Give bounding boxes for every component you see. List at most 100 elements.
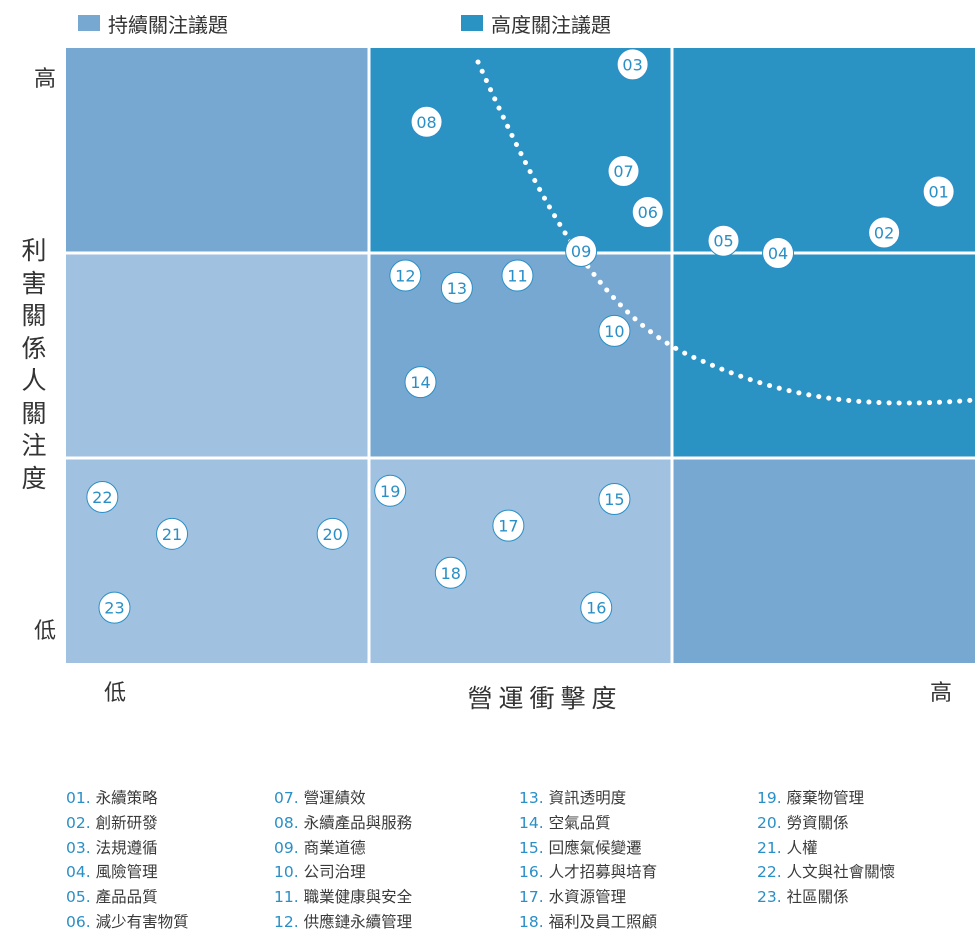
issue-marker-circle bbox=[492, 509, 525, 542]
issue-list-item: 01. 永續策略 bbox=[66, 786, 189, 811]
issue-marker-03: 03 bbox=[616, 48, 649, 81]
issue-marker-06: 06 bbox=[631, 196, 664, 228]
issue-marker-circle bbox=[410, 105, 443, 138]
issue-marker-label: 10 bbox=[604, 322, 624, 341]
issue-list-text: 社區關係 bbox=[786, 888, 849, 907]
matrix-cell-concern-high-impact-high bbox=[673, 48, 975, 252]
issue-marker-02: 02 bbox=[868, 216, 901, 249]
issue-marker-circle bbox=[631, 196, 664, 228]
issue-marker-label: 06 bbox=[638, 203, 658, 222]
issue-list-item: 13. 資訊透明度 bbox=[519, 786, 657, 811]
issue-list-number: 02. bbox=[66, 813, 96, 832]
issue-list-text: 永續產品與服務 bbox=[303, 813, 413, 832]
issue-marker-circle bbox=[580, 591, 613, 624]
issue-marker-17: 17 bbox=[492, 509, 525, 542]
issue-list-item: 06. 減少有害物質 bbox=[66, 910, 189, 935]
matrix-cell-concern-high-impact-medium bbox=[370, 48, 671, 252]
issue-marker-circle bbox=[440, 271, 473, 304]
issue-list-text: 產品品質 bbox=[95, 888, 158, 907]
issue-list-number: 19. bbox=[757, 789, 787, 807]
issue-marker-circle bbox=[598, 483, 631, 515]
issue-list-column-3: 13. 資訊透明度 14. 空氣品質 15. 回應氣候變遷 16. 人才招募與培育 17… bbox=[519, 786, 657, 935]
issue-list-item: 03. 法規遵循 bbox=[66, 836, 189, 861]
issue-marker-label: 05 bbox=[713, 232, 733, 251]
x-axis-title: 營運衝擊度 bbox=[467, 684, 623, 713]
issue-list-number: 17. bbox=[519, 888, 549, 907]
issue-list-number: 07. bbox=[274, 789, 304, 807]
issue-list-text: 供應鏈永續管理 bbox=[303, 912, 413, 931]
issue-marker-circle bbox=[616, 48, 649, 81]
issue-list-item: 15. 回應氣候變遷 bbox=[519, 836, 657, 861]
issue-marker-label: 07 bbox=[613, 162, 633, 181]
issue-marker-label: 19 bbox=[380, 482, 400, 501]
issue-list-text: 永續策略 bbox=[95, 789, 158, 807]
legend-label-sustained: 持續關注議題 bbox=[108, 12, 228, 37]
issue-marker-circle bbox=[98, 591, 131, 624]
issue-list-item: 12. 供應鏈永續管理 bbox=[274, 910, 412, 935]
issue-list-number: 21. bbox=[757, 838, 787, 857]
issue-list-text: 創新研發 bbox=[95, 813, 158, 832]
issue-marker-circle bbox=[501, 259, 534, 292]
issue-list-text: 公司治理 bbox=[303, 863, 366, 882]
legend-item-high: 高度關注議題 bbox=[461, 10, 611, 37]
y-axis-low-label: 低 bbox=[34, 619, 57, 644]
issue-marker-label: 22 bbox=[92, 488, 112, 507]
issue-marker-label: 04 bbox=[768, 244, 788, 263]
issue-markers: 01 02 03 04 05 06 07 08 09 10 11 12 13 14 15 16 17 18 19 20… bbox=[86, 48, 955, 624]
issue-list-number: 15. bbox=[519, 838, 549, 857]
issue-marker-label: 13 bbox=[447, 279, 467, 298]
issue-list-column-2: 07. 營運績效 08. 永續產品與服務 09. 商業道德 10. 公司治理 11. 職… bbox=[274, 786, 412, 935]
issue-marker-label: 16 bbox=[586, 599, 606, 618]
legend-label-high: 高度關注議題 bbox=[491, 12, 611, 37]
issue-list-number: 22. bbox=[757, 863, 787, 882]
issue-list-number: 09. bbox=[274, 838, 304, 857]
issue-marker-circle bbox=[404, 366, 437, 399]
issue-marker-10: 10 bbox=[598, 314, 631, 347]
issue-list-text: 減少有害物質 bbox=[95, 912, 189, 931]
issue-list-item: 11. 職業健康與安全 bbox=[274, 885, 412, 910]
issue-list-number: 23. bbox=[757, 888, 787, 907]
issue-marker-label: 14 bbox=[410, 373, 430, 392]
issue-list-number: 16. bbox=[519, 863, 549, 882]
issue-list-text: 法規遵循 bbox=[95, 838, 158, 857]
issue-list-text: 營運績效 bbox=[303, 789, 366, 807]
issue-marker-12: 12 bbox=[389, 259, 422, 292]
issue-marker-07: 07 bbox=[607, 155, 640, 187]
materiality-matrix: 01 02 03 04 05 06 07 08 09 10 11 12 13 14 15 16 17 18 19 20… bbox=[66, 48, 977, 663]
issue-marker-label: 01 bbox=[928, 183, 948, 202]
issue-marker-circle bbox=[434, 556, 467, 589]
issue-marker-label: 02 bbox=[874, 224, 894, 243]
issue-marker-circle bbox=[565, 234, 598, 267]
issue-list-item: 17. 水資源管理 bbox=[519, 885, 657, 910]
issue-marker-05: 05 bbox=[707, 224, 740, 257]
issue-list-item: 08. 永續產品與服務 bbox=[274, 811, 412, 836]
issue-list-item: 22. 人文與社會關懷 bbox=[757, 860, 895, 885]
issue-list-number: 04. bbox=[66, 863, 96, 882]
issue-marker-label: 18 bbox=[441, 564, 461, 583]
matrix-cell-concern-medium-impact-low bbox=[66, 254, 368, 457]
issue-list-item: 09. 商業道德 bbox=[274, 836, 412, 861]
high-concern-threshold-curve bbox=[475, 59, 977, 406]
issue-marker-label: 09 bbox=[571, 242, 591, 261]
issue-marker-circle bbox=[922, 175, 955, 208]
issue-marker-circle bbox=[86, 480, 119, 513]
issue-list-number: 11. bbox=[274, 888, 304, 907]
y-axis-title: 利害關係人關注度 bbox=[21, 236, 47, 493]
issue-marker-label: 15 bbox=[604, 490, 624, 509]
issue-marker-label: 03 bbox=[622, 55, 642, 74]
y-axis-high-label: 高 bbox=[34, 67, 57, 92]
issue-list-number: 03. bbox=[66, 838, 96, 857]
issue-marker-label: 21 bbox=[162, 525, 182, 544]
matrix-cell-concern-high-impact-low bbox=[66, 48, 368, 252]
issue-marker-circle bbox=[598, 314, 631, 347]
issue-marker-label: 20 bbox=[322, 525, 342, 544]
issue-list-text: 廢棄物管理 bbox=[786, 789, 865, 807]
issue-list-text: 勞資關係 bbox=[786, 813, 849, 832]
issue-list-item: 19. 廢棄物管理 bbox=[757, 786, 895, 811]
issue-list-text: 水資源管理 bbox=[548, 888, 627, 907]
issue-list-text: 人權 bbox=[786, 838, 818, 857]
issue-marker-circle bbox=[762, 237, 795, 269]
issue-list-item: 16. 人才招募與培育 bbox=[519, 860, 657, 885]
issue-list-number: 01. bbox=[66, 789, 96, 807]
issue-marker-label: 17 bbox=[498, 517, 518, 536]
